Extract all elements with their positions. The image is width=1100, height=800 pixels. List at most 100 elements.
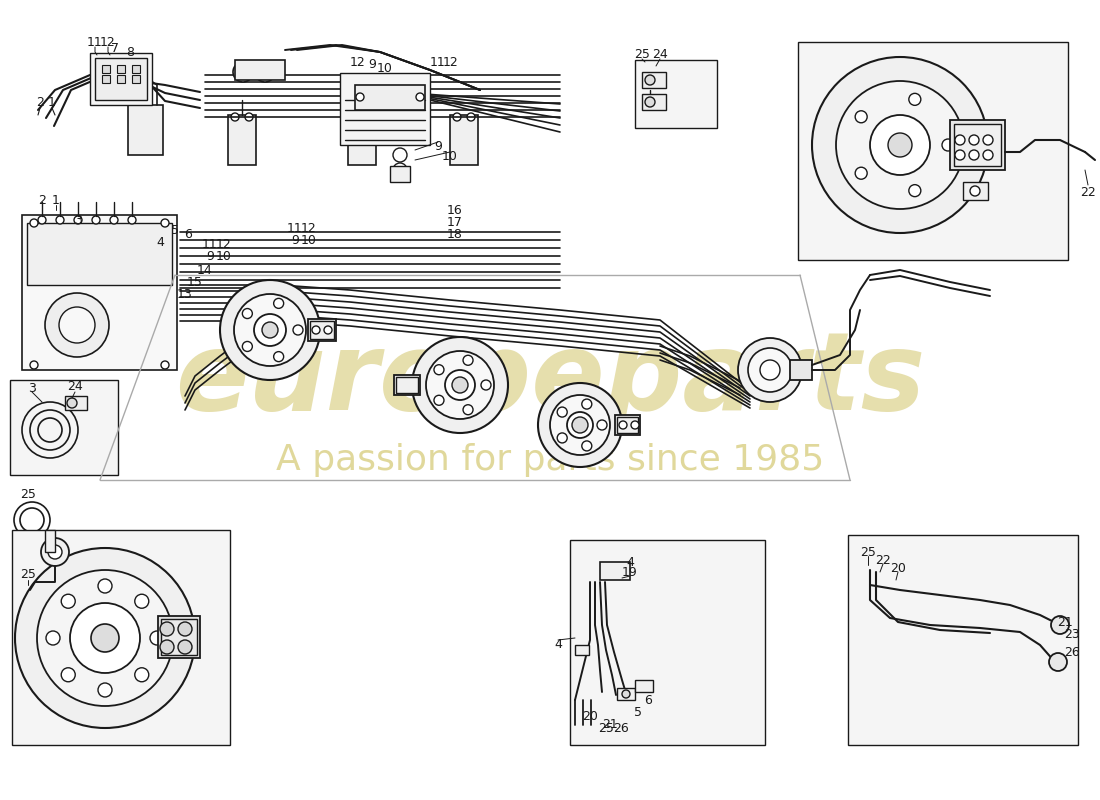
Circle shape [98, 683, 112, 697]
Bar [28, 223, 172, 285]
Text: 10: 10 [216, 250, 232, 263]
Circle shape [161, 361, 169, 369]
Text: 5: 5 [170, 223, 179, 237]
Circle shape [463, 405, 473, 414]
Bar [348, 115, 376, 165]
Bar [962, 182, 988, 200]
Text: 24: 24 [67, 381, 82, 394]
Bar [396, 377, 418, 393]
Circle shape [128, 216, 136, 224]
Circle shape [412, 337, 508, 433]
Bar [954, 124, 1001, 166]
Text: 22: 22 [876, 554, 891, 566]
Bar [390, 166, 410, 182]
Bar [600, 562, 630, 580]
Bar [450, 115, 478, 165]
Text: 3: 3 [74, 214, 81, 226]
Text: 11: 11 [430, 57, 446, 70]
Bar [235, 60, 285, 80]
Circle shape [760, 360, 780, 380]
Circle shape [160, 640, 174, 654]
Circle shape [1049, 653, 1067, 671]
Text: 11: 11 [202, 238, 218, 251]
Text: 26: 26 [613, 722, 629, 734]
Bar [228, 115, 256, 165]
Circle shape [426, 351, 494, 419]
Circle shape [969, 135, 979, 145]
Circle shape [48, 545, 62, 559]
Circle shape [870, 115, 930, 175]
Circle shape [254, 314, 286, 346]
Circle shape [645, 75, 654, 85]
Circle shape [855, 110, 867, 122]
Text: 6: 6 [184, 229, 191, 242]
Circle shape [92, 216, 100, 224]
Circle shape [631, 421, 639, 429]
Text: 15: 15 [187, 275, 202, 289]
Text: 21: 21 [602, 718, 618, 731]
Circle shape [234, 294, 306, 366]
Circle shape [468, 113, 475, 121]
Circle shape [351, 113, 359, 121]
Text: 21: 21 [1057, 615, 1072, 629]
Text: 10: 10 [442, 150, 458, 163]
Circle shape [110, 216, 118, 224]
Text: 9: 9 [368, 58, 376, 71]
Text: 3: 3 [29, 382, 36, 394]
Text: 25: 25 [634, 49, 650, 62]
Text: 9: 9 [434, 141, 442, 154]
Bar [310, 321, 334, 339]
Circle shape [393, 148, 407, 162]
Circle shape [645, 97, 654, 107]
Text: 22: 22 [1080, 186, 1096, 198]
Circle shape [56, 216, 64, 224]
Bar [570, 540, 764, 745]
Bar [158, 616, 200, 658]
Text: 25: 25 [20, 489, 36, 502]
Circle shape [597, 420, 607, 430]
Circle shape [160, 622, 174, 636]
Circle shape [434, 365, 444, 374]
Circle shape [434, 395, 444, 406]
Circle shape [619, 421, 627, 429]
Circle shape [135, 594, 149, 608]
Circle shape [855, 167, 867, 179]
Bar [65, 396, 87, 410]
Circle shape [45, 293, 109, 357]
Bar [355, 85, 425, 110]
Text: 25: 25 [20, 569, 36, 582]
Circle shape [274, 352, 284, 362]
Circle shape [30, 361, 38, 369]
Bar [12, 530, 230, 745]
Bar [642, 94, 666, 110]
Circle shape [46, 631, 60, 645]
Text: 12: 12 [443, 57, 459, 70]
Bar [394, 375, 420, 395]
Circle shape [1050, 616, 1069, 634]
Bar [132, 65, 140, 73]
Text: 9: 9 [292, 234, 299, 246]
Circle shape [812, 57, 988, 233]
Circle shape [242, 309, 252, 318]
Text: 16: 16 [447, 203, 463, 217]
Circle shape [62, 594, 75, 608]
Circle shape [550, 395, 610, 455]
Bar [102, 65, 110, 73]
Circle shape [293, 325, 303, 335]
Circle shape [452, 377, 468, 393]
Circle shape [582, 399, 592, 409]
Circle shape [98, 579, 112, 593]
Text: 20: 20 [890, 562, 906, 574]
Text: 7: 7 [111, 42, 119, 54]
Text: 23: 23 [1064, 629, 1080, 642]
Circle shape [463, 355, 473, 366]
Text: 12: 12 [216, 238, 232, 251]
Bar [117, 75, 125, 83]
Circle shape [365, 113, 373, 121]
Circle shape [15, 548, 195, 728]
Bar [790, 360, 812, 380]
Text: 11: 11 [87, 35, 103, 49]
Circle shape [62, 668, 75, 682]
Bar [617, 417, 638, 433]
Text: 2: 2 [36, 97, 44, 110]
